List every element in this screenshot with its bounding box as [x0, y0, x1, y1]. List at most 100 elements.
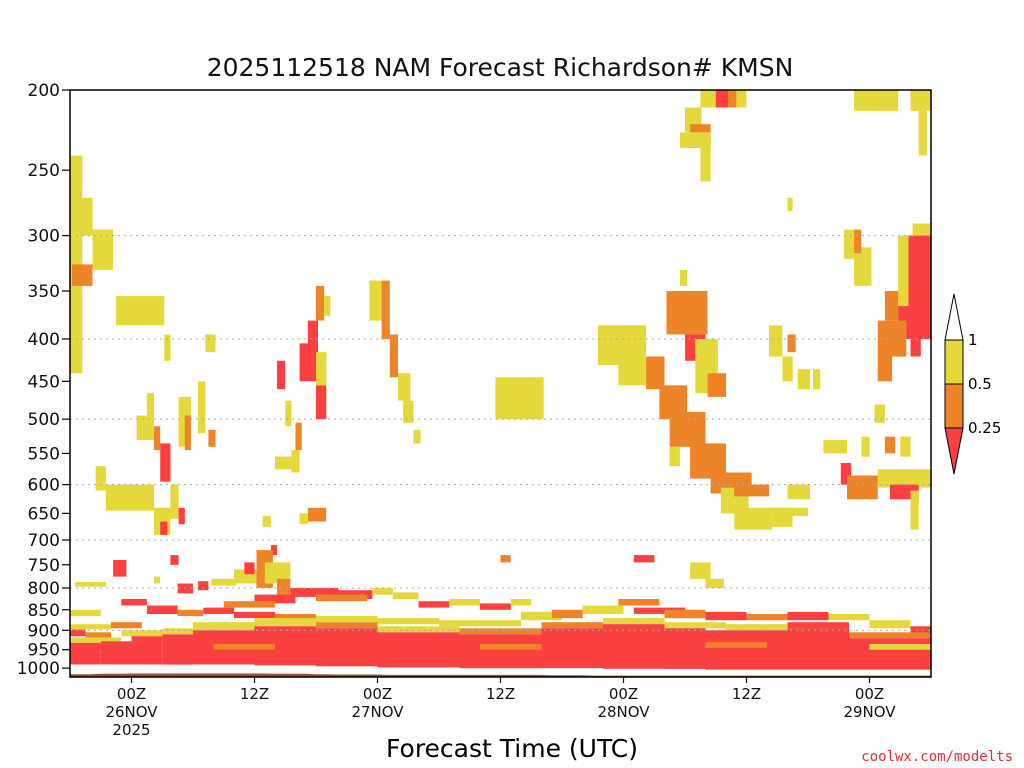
ri-cell-orange [316, 594, 368, 602]
ri-cell-yellow [70, 624, 111, 630]
ri-cell-red [316, 628, 378, 667]
ri-cell-red [198, 581, 209, 591]
ri-cell-yellow [392, 592, 419, 599]
ri-cell-yellow [70, 637, 122, 643]
y-tick-label: 500 [28, 410, 60, 430]
ri-cell-yellow [787, 484, 811, 500]
ri-cell-yellow [582, 605, 624, 614]
ri-cell-yellow [782, 356, 793, 382]
ri-cell-yellow [162, 628, 194, 635]
ri-cell-yellow [705, 578, 724, 588]
ri-cell-red [131, 636, 163, 665]
ri-cell-orange [316, 285, 325, 321]
ri-cell-red [100, 641, 132, 665]
ri-cell-red [418, 601, 450, 608]
ri-cell-orange [500, 555, 511, 563]
ri-cell-yellow [669, 446, 680, 467]
ri-cell-red [705, 630, 788, 670]
x-tick-label: 26NOV [105, 703, 158, 721]
ri-cell-red [70, 642, 101, 665]
ri-cell-yellow [797, 369, 811, 390]
ri-cell-yellow [116, 296, 165, 326]
x-tick-label: 29NOV [843, 703, 896, 721]
ri-cell-orange [184, 415, 191, 451]
ri-cell-orange [480, 644, 542, 650]
ri-cell-orange [295, 422, 302, 451]
ri-cell-yellow [324, 296, 331, 316]
ri-cell-orange [854, 229, 862, 254]
ri-cell-orange [277, 578, 291, 595]
ri-cell-yellow [285, 400, 292, 427]
y-tick-label: 700 [28, 531, 60, 551]
ri-cell-orange [551, 609, 583, 619]
ri-cell-yellow [679, 132, 711, 148]
ri-cell-orange [884, 436, 896, 454]
ground-fill [70, 673, 931, 677]
ri-cell-yellow [254, 618, 316, 627]
ri-cell-yellow [900, 436, 911, 457]
ri-cell-yellow [874, 404, 885, 423]
ri-cell-yellow [75, 582, 106, 587]
ri-cell-orange [177, 609, 204, 617]
ri-cell-yellow [597, 325, 647, 365]
x-tick-label: 27NOV [351, 703, 404, 721]
ri-cell-red [307, 320, 318, 348]
ri-cell-yellow [861, 436, 870, 457]
ri-cell-yellow [316, 352, 327, 386]
ri-cell-orange [877, 356, 893, 382]
ri-cell-yellow [854, 247, 872, 286]
ri-cell-red [906, 235, 931, 311]
ri-cell-yellow [869, 620, 911, 629]
ri-cell-red [70, 629, 86, 637]
ri-cell-yellow [823, 440, 847, 454]
ri-cell-yellow [403, 400, 414, 423]
ri-cell-orange [223, 601, 276, 608]
ri-cell-yellow [618, 360, 647, 386]
ri-cell-yellow [377, 618, 439, 625]
x-tick-label: 00Z [117, 685, 146, 703]
ri-cell-yellow [299, 513, 308, 525]
ri-cell-yellow [264, 562, 291, 584]
ri-cell-red [787, 611, 829, 621]
ri-cell-red [299, 343, 318, 382]
ri-cell-orange [884, 291, 899, 321]
ri-cell-yellow [105, 484, 155, 511]
ri-cell-yellow [70, 155, 83, 374]
ri-cell-yellow [262, 516, 271, 527]
x-tick-label: 12Z [486, 685, 515, 703]
ri-cell-red [849, 638, 931, 670]
y-tick-label: 650 [28, 504, 60, 524]
colorbar-label: 0.25 [968, 419, 1001, 437]
y-tick-label: 750 [28, 556, 60, 576]
ri-cell-red [277, 360, 286, 390]
ri-cell-yellow [918, 110, 927, 156]
ri-cell-yellow [95, 466, 106, 491]
ri-cell-red [377, 632, 460, 668]
y-tick-label: 250 [28, 161, 60, 181]
x-axis-label: Forecast Time (UTC) [386, 734, 638, 763]
ground-layer [70, 671, 931, 677]
ri-cell-red [787, 628, 849, 670]
y-tick-label: 550 [28, 444, 60, 464]
ri-cell-orange [316, 622, 378, 629]
ri-cell-orange [707, 373, 726, 397]
ri-cell-yellow [193, 622, 255, 631]
y-tick-label: 950 [28, 641, 60, 661]
ri-cell-orange [618, 599, 660, 606]
ri-cell-yellow [398, 373, 411, 401]
y-tick-label: 800 [28, 579, 60, 599]
ri-cell-yellow [377, 626, 460, 633]
credit-text: coolwx.com/modelts [861, 749, 1013, 765]
colorbar-label: 1 [968, 331, 978, 349]
ri-cell-red [160, 521, 168, 535]
colorbar-bin-red [944, 427, 964, 475]
x-tick-label: 12Z [240, 685, 269, 703]
ri-cell-red [270, 545, 277, 556]
x-tick-label: 12Z [732, 685, 761, 703]
ri-cell-orange [208, 429, 216, 447]
ri-cell-red [840, 463, 851, 485]
ri-cell-yellow [136, 415, 154, 440]
ri-cell-yellow [275, 456, 292, 470]
ri-cell-orange [154, 426, 161, 451]
